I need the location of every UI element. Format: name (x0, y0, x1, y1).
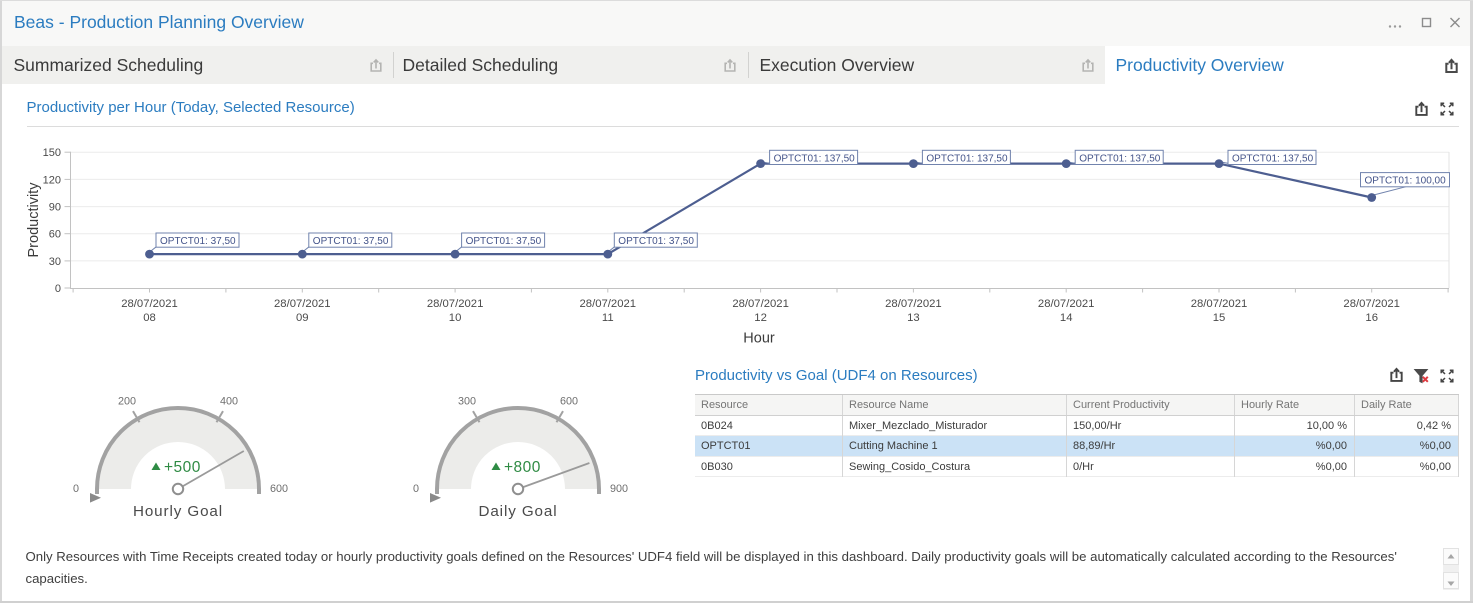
svg-text:11: 11 (602, 312, 614, 324)
svg-text:900: 900 (610, 483, 628, 495)
svg-text:Hour: Hour (743, 331, 775, 347)
svg-text:08: 08 (143, 312, 156, 324)
svg-text:OPTCT01: 37,50: OPTCT01: 37,50 (618, 236, 694, 247)
svg-text:OPTCT01: 37,50: OPTCT01: 37,50 (160, 236, 236, 247)
svg-text:400: 400 (220, 396, 238, 408)
svg-text:30: 30 (49, 256, 61, 268)
svg-text:600: 600 (270, 483, 288, 495)
svg-text:200: 200 (118, 396, 136, 408)
svg-text:OPTCT01: 37,50: OPTCT01: 37,50 (313, 236, 389, 247)
svg-text:OPTCT01: 100,00: OPTCT01: 100,00 (1365, 176, 1447, 187)
svg-text:15: 15 (1213, 312, 1226, 324)
svg-text:OPTCT01: 137,50: OPTCT01: 137,50 (1079, 153, 1161, 164)
svg-text:OPTCT01: 137,50: OPTCT01: 137,50 (774, 153, 856, 164)
svg-text:28/07/2021: 28/07/2021 (1038, 298, 1095, 310)
svg-text:600: 600 (560, 396, 578, 408)
svg-text:OPTCT01: 37,50: OPTCT01: 37,50 (466, 236, 542, 247)
svg-text:13: 13 (907, 312, 920, 324)
svg-text:0: 0 (413, 483, 419, 495)
svg-text:28/07/2021: 28/07/2021 (1191, 298, 1248, 310)
svg-text:28/07/2021: 28/07/2021 (1343, 298, 1400, 310)
svg-text:120: 120 (43, 174, 61, 186)
svg-text:300: 300 (458, 396, 476, 408)
svg-text:28/07/2021: 28/07/2021 (580, 298, 637, 310)
svg-text:150: 150 (43, 147, 61, 159)
svg-text:14: 14 (1060, 312, 1073, 324)
svg-text:+800: +800 (504, 459, 541, 476)
svg-text:Daily Goal: Daily Goal (478, 503, 557, 520)
svg-text:28/07/2021: 28/07/2021 (121, 298, 178, 310)
svg-text:09: 09 (296, 312, 309, 324)
svg-text:12: 12 (754, 312, 767, 324)
svg-text:90: 90 (49, 202, 61, 214)
svg-text:28/07/2021: 28/07/2021 (732, 298, 789, 310)
svg-text:OPTCT01: 137,50: OPTCT01: 137,50 (926, 153, 1008, 164)
svg-text:Hourly Goal: Hourly Goal (133, 503, 223, 520)
svg-text:28/07/2021: 28/07/2021 (274, 298, 331, 310)
svg-text:Productivity: Productivity (26, 182, 42, 258)
svg-text:10: 10 (449, 312, 462, 324)
svg-text:28/07/2021: 28/07/2021 (427, 298, 484, 310)
svg-text:+500: +500 (164, 459, 201, 476)
svg-text:16: 16 (1365, 312, 1378, 324)
svg-text:0: 0 (55, 283, 61, 295)
svg-text:OPTCT01: 137,50: OPTCT01: 137,50 (1232, 153, 1314, 164)
svg-text:28/07/2021: 28/07/2021 (885, 298, 942, 310)
svg-text:0: 0 (73, 483, 79, 495)
svg-text:60: 60 (49, 229, 61, 241)
